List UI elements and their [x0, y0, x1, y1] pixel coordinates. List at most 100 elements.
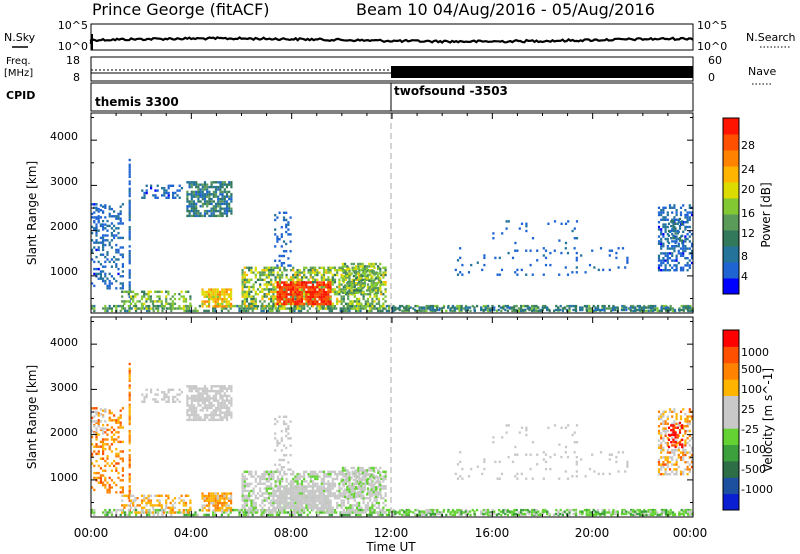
velocity-cell	[316, 504, 319, 507]
power-cell	[593, 266, 596, 269]
velocity-cell	[102, 481, 105, 484]
power-cell	[671, 228, 674, 231]
power-cell	[657, 259, 661, 262]
power-cell	[287, 288, 290, 291]
power-cell	[377, 282, 380, 285]
power-cell	[672, 229, 675, 233]
power-cell	[206, 200, 209, 203]
velocity-cell	[190, 406, 193, 410]
velocity-cell	[110, 450, 113, 453]
velocity-cell	[231, 508, 234, 512]
power-cell	[236, 304, 239, 308]
power-cell	[660, 209, 663, 212]
velocity-cell	[219, 413, 222, 417]
power-cell	[124, 307, 127, 310]
power-cell	[325, 300, 328, 303]
power-cell	[201, 300, 204, 303]
velocity-cell	[192, 411, 196, 414]
power-cell	[167, 290, 170, 293]
power-cell	[296, 286, 299, 289]
velocity-cell	[252, 487, 255, 490]
velocity-cell	[380, 509, 383, 512]
power-cell	[657, 225, 661, 229]
velocity-cell	[143, 511, 146, 514]
power-cell	[115, 304, 118, 308]
colorbar-swatch	[723, 214, 739, 231]
power-cell	[106, 287, 109, 290]
power-cell	[225, 209, 229, 213]
velocity-cell	[281, 485, 284, 488]
power-cell	[329, 271, 332, 274]
power-cell	[666, 225, 669, 229]
velocity-cell	[119, 486, 122, 489]
power-cell	[192, 200, 196, 203]
velocity-cell	[128, 473, 131, 476]
power-cell	[329, 300, 332, 303]
velocity-cell	[340, 473, 343, 476]
power-cell	[571, 271, 574, 274]
velocity-cell	[537, 513, 540, 517]
power-cell	[320, 288, 323, 291]
power-cell	[371, 290, 374, 293]
power-cell	[668, 264, 672, 267]
velocity-cell	[198, 508, 201, 512]
velocity-cell	[243, 477, 246, 481]
velocity-cell	[221, 401, 224, 405]
power-cell	[303, 271, 306, 274]
velocity-cell	[192, 406, 196, 410]
power-cell	[228, 183, 231, 186]
velocity-cell	[221, 504, 224, 507]
velocity-cell	[296, 482, 299, 485]
power-cell	[186, 200, 189, 203]
power-cell	[106, 277, 109, 280]
power-cell	[597, 304, 600, 308]
power-cell	[657, 213, 661, 217]
velocity-cell	[195, 413, 198, 417]
velocity-cell	[171, 509, 174, 512]
power-cell	[149, 295, 152, 298]
velocity-cell	[303, 490, 306, 493]
power-cell	[320, 302, 323, 306]
velocity-cell	[128, 480, 131, 483]
velocity-cell	[506, 513, 509, 517]
power-cell	[487, 307, 490, 310]
power-cell	[311, 290, 314, 294]
power-cell	[327, 302, 330, 306]
velocity-cell	[186, 418, 189, 422]
velocity-cell	[110, 411, 113, 415]
power-cell	[423, 309, 426, 313]
velocity-cell	[373, 509, 376, 512]
power-cell	[350, 284, 353, 287]
velocity-cell	[243, 509, 246, 512]
velocity-cell	[687, 508, 690, 512]
power-cell	[377, 272, 380, 275]
power-cell	[601, 307, 604, 310]
velocity-cell	[113, 433, 116, 436]
power-cell	[195, 205, 198, 208]
power-cell	[508, 306, 511, 309]
velocity-cell	[99, 440, 102, 444]
power-cell	[544, 304, 547, 308]
velocity-cell	[296, 473, 299, 476]
velocity-cell	[318, 506, 321, 510]
power-cell	[657, 264, 661, 267]
velocity-cell	[227, 492, 230, 495]
velocity-cell	[97, 414, 100, 417]
power-cell	[355, 270, 358, 273]
velocity-cell	[338, 504, 341, 507]
power-cell	[256, 293, 260, 296]
velocity-cell	[380, 494, 383, 497]
power-cell	[664, 223, 667, 226]
power-cell	[300, 298, 303, 301]
power-cell	[267, 288, 271, 291]
power-cell	[143, 302, 146, 305]
velocity-cell	[190, 397, 193, 400]
velocity-cell	[555, 508, 558, 512]
velocity-cell	[314, 502, 317, 505]
power-cell	[296, 307, 299, 310]
velocity-cell	[230, 411, 233, 414]
velocity-cell	[346, 513, 349, 517]
power-cell	[187, 305, 190, 308]
power-cell	[219, 197, 222, 201]
power-cell	[675, 218, 678, 221]
